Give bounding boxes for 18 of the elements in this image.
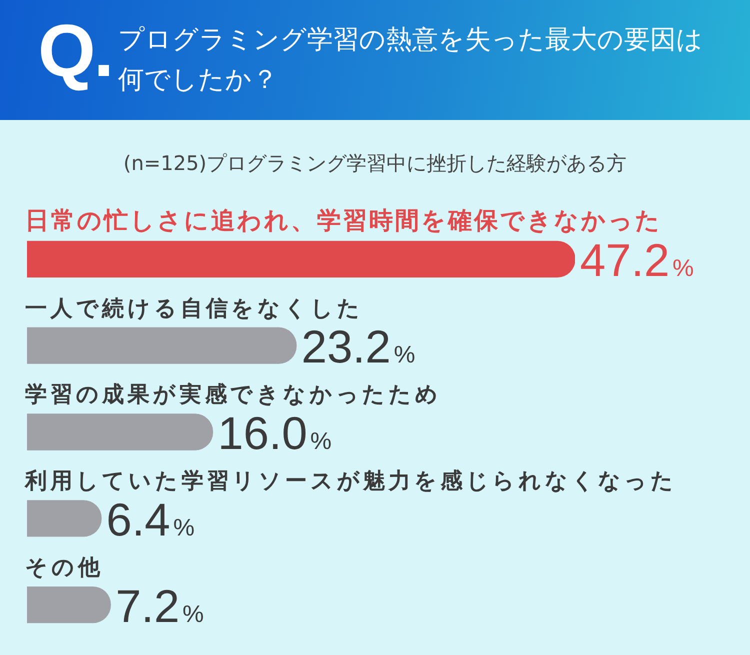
data-label: 23.2% bbox=[301, 320, 416, 373]
text: Q. bbox=[38, 9, 112, 92]
chart-subtitle: (n=125)プログラミング学習中に挫折した経験がある方 bbox=[122, 150, 628, 177]
y-tick-label: 日常の忙しさに追われ、学習時間を確保できなかった bbox=[25, 206, 662, 234]
y-tick-label: 一人で続ける自信をなくした bbox=[25, 296, 364, 322]
data-label: 7.2% bbox=[116, 580, 204, 632]
y-tick-label: その他 bbox=[25, 556, 104, 581]
data-label: 47.2% bbox=[580, 234, 694, 286]
bar bbox=[27, 240, 575, 278]
bar bbox=[27, 327, 297, 364]
y-tick-label: 利用していた学習リソースが魅力を感じられなくなった bbox=[24, 469, 677, 494]
bar bbox=[27, 414, 214, 450]
data-label: 6.4% bbox=[106, 493, 195, 546]
data-label: 16.0% bbox=[218, 407, 332, 459]
chart-title: プログラミング学習の熱意を失った最大の要因は何でしたか？ bbox=[118, 24, 704, 97]
bar bbox=[27, 586, 111, 624]
y-tick-label: 学習の成果が実感できなかったため bbox=[25, 382, 442, 408]
bar bbox=[27, 500, 102, 537]
